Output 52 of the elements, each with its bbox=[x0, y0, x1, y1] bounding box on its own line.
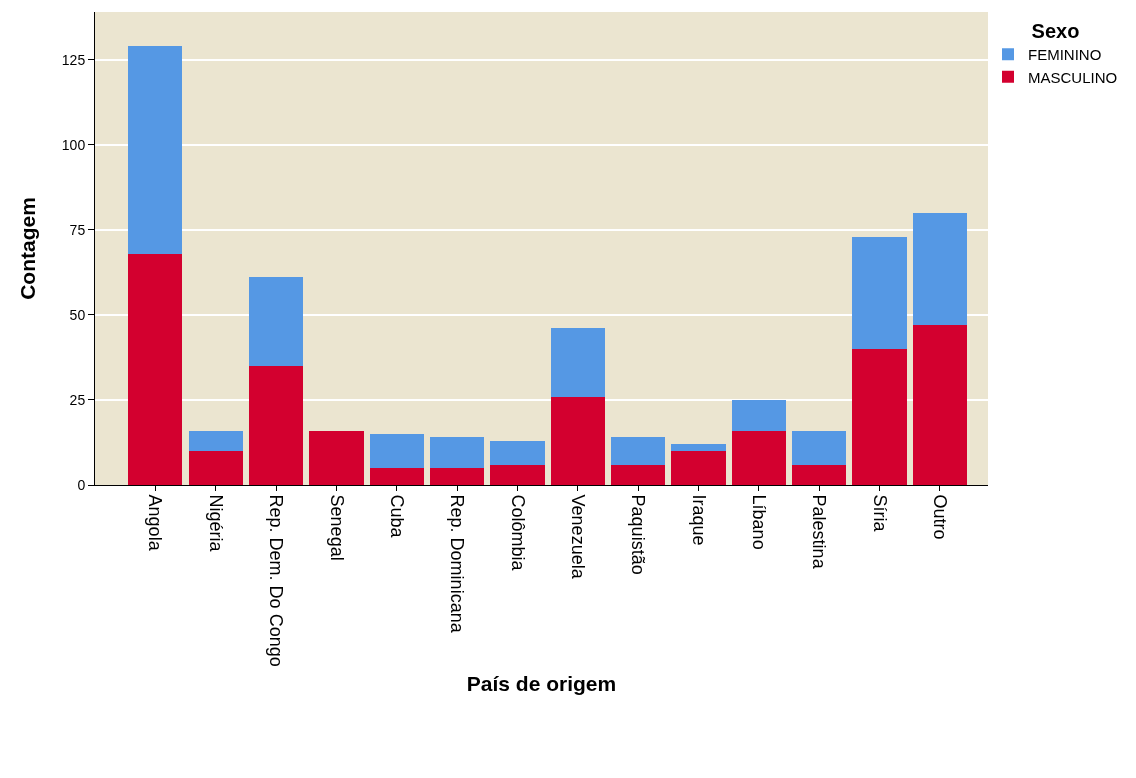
bar bbox=[610, 437, 666, 465]
y-tick-label: 100 bbox=[61, 136, 86, 153]
bar bbox=[128, 253, 183, 485]
bar bbox=[429, 467, 485, 485]
x-tick-label: Rep. Dominicana bbox=[447, 494, 468, 634]
bar bbox=[369, 433, 424, 468]
bar bbox=[128, 46, 183, 254]
x-tick-label: Líbano bbox=[748, 494, 769, 550]
bar bbox=[852, 348, 907, 485]
bar bbox=[369, 467, 424, 485]
x-tick-label: Cuba bbox=[386, 494, 407, 539]
bar bbox=[490, 464, 545, 485]
x-tick-label: Iraque bbox=[688, 494, 709, 546]
x-tick-label: Rep. Dem. Do Congo bbox=[266, 494, 287, 667]
bar bbox=[550, 328, 605, 397]
bar bbox=[671, 450, 726, 485]
bar bbox=[912, 325, 967, 485]
x-tick-label: Senegal bbox=[326, 494, 347, 561]
y-tick-label: 75 bbox=[69, 221, 86, 238]
bar bbox=[429, 437, 485, 468]
bar bbox=[248, 365, 304, 485]
bar bbox=[490, 440, 545, 465]
x-tick-label: Colômbia bbox=[507, 494, 528, 572]
bar bbox=[550, 396, 605, 485]
bar bbox=[248, 277, 304, 366]
bar bbox=[671, 444, 726, 451]
y-tick-label: 50 bbox=[69, 306, 86, 323]
x-tick-label: Palestina bbox=[809, 494, 830, 570]
x-tick-label: Angola bbox=[145, 494, 166, 552]
y-tick-label: 0 bbox=[77, 476, 86, 493]
x-tick-label: Venezuela bbox=[567, 494, 588, 580]
bar bbox=[852, 236, 907, 349]
y-tick-label: 25 bbox=[69, 391, 86, 408]
bar bbox=[188, 450, 243, 485]
bar bbox=[188, 430, 243, 451]
bar bbox=[610, 464, 666, 485]
x-tick-label: Paquistão bbox=[628, 494, 649, 575]
bar bbox=[791, 464, 847, 485]
legend-label: FEMININO bbox=[1028, 46, 1102, 64]
x-tick-label: Nigéria bbox=[205, 494, 226, 553]
bar bbox=[731, 430, 786, 485]
bar bbox=[791, 430, 847, 465]
x-axis-title: País de origem bbox=[466, 671, 617, 695]
legend-title: Sexo bbox=[1031, 20, 1080, 42]
y-axis-title: Contagem bbox=[15, 197, 39, 300]
x-tick-label: Outro bbox=[929, 494, 950, 540]
legend-label: MASCULINO bbox=[1028, 68, 1118, 86]
bar bbox=[912, 212, 967, 326]
x-tick-label: Síria bbox=[869, 494, 890, 533]
bar bbox=[309, 430, 364, 485]
bar bbox=[731, 399, 786, 431]
y-tick-label: 125 bbox=[61, 51, 86, 68]
